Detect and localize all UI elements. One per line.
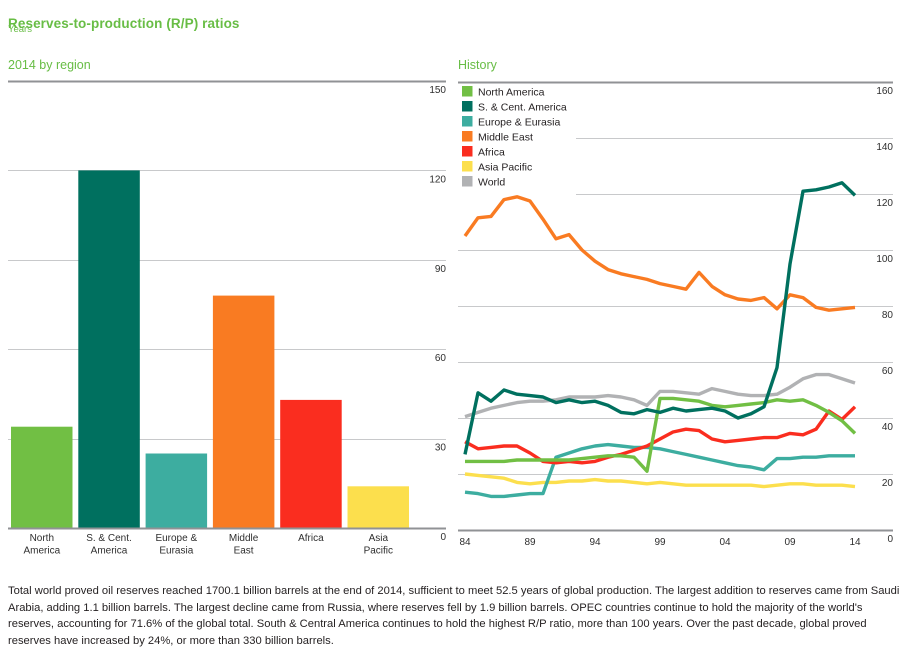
x-category-label-s-cent-america: S. & Cent. America <box>86 533 132 557</box>
y-tick-label: 120 <box>876 198 893 209</box>
legend-swatch-africa <box>462 146 473 157</box>
legend-label-middle-east: Middle East <box>478 132 533 144</box>
bar-europe-eurasia <box>145 453 208 528</box>
legend-label-asia-pacific: Asia Pacific <box>478 162 532 174</box>
x-category-label-line: S. & Cent. <box>86 533 132 544</box>
x-category-label-africa: Africa <box>298 533 324 544</box>
x-category-label-line: Africa <box>298 533 324 544</box>
x-tick-label: 09 <box>784 537 796 548</box>
y-tick-label: 40 <box>882 422 894 433</box>
line-chart-history: 160 140 120 100 80 60 40 20 0 84 89 94 99 04 09 14 North… <box>455 78 906 578</box>
legend-item-north-america: North America <box>462 86 545 99</box>
y-tick-label: 80 <box>882 310 894 321</box>
x-category-label-north-america: North America <box>23 533 60 557</box>
x-tick-label: 14 <box>849 537 861 548</box>
x-category-label-line: America <box>91 546 128 557</box>
x-tick-label: 84 <box>459 537 471 548</box>
line-middle-east <box>463 195 856 312</box>
page-subtitle: Years <box>8 24 32 35</box>
bar-africa <box>280 399 342 528</box>
x-tick-label: 99 <box>654 537 666 548</box>
line-chart-canvas: 160 140 120 100 80 60 40 20 0 84 89 94 99 04 09 14 North… <box>458 81 894 548</box>
x-tick-label: 89 <box>524 537 536 548</box>
line-s-cent-america <box>463 181 857 455</box>
page-title: Reserves-to-production (R/P) ratios <box>8 16 240 32</box>
x-category-label-europe-eurasia: Europe & Eurasia <box>155 533 197 557</box>
legend-swatch-europe-eurasia <box>462 116 473 127</box>
bar-north-america <box>11 426 73 528</box>
footer-commentary: Total world proved oil reserves reached … <box>8 585 900 647</box>
y-tick-label: 60 <box>435 353 447 364</box>
y-tick-label: 100 <box>876 254 893 265</box>
y-tick-label: 90 <box>435 264 447 275</box>
x-category-label-asia-pacific: Asia Pacific <box>364 533 393 557</box>
y-tick-label: 20 <box>882 478 894 489</box>
y-tick-label: 0 <box>440 532 446 543</box>
x-category-label-line: Eurasia <box>159 546 193 557</box>
legend: North America S. & Cent. America Europe & … <box>462 86 567 189</box>
legend-item-europe-eurasia: Europe & Eurasia <box>462 116 560 129</box>
x-category-label-line: East <box>234 546 254 557</box>
y-tick-label: 60 <box>882 366 894 377</box>
x-category-label-line: Asia <box>369 533 389 544</box>
y-tick-label: 0 <box>887 534 893 545</box>
bar-chart-canvas: 150 120 90 60 30 0 North America S. & Cent. Ameri… <box>8 80 447 557</box>
bar-chart-2014-by-region: 150 120 90 60 30 0 North America S. & Cent. Ameri… <box>8 78 452 578</box>
y-tick-label: 150 <box>429 85 446 96</box>
legend-item-middle-east: Middle East <box>462 131 533 144</box>
y-tick-label: 140 <box>876 142 893 153</box>
line-africa <box>464 405 857 465</box>
legend-swatch-world <box>462 176 473 187</box>
legend-item-s-cent-america: S. & Cent. America <box>462 101 567 114</box>
x-category-label-line: Pacific <box>364 546 393 557</box>
y-tick-label: 120 <box>429 174 446 185</box>
bar-middle-east <box>212 295 275 528</box>
legend-label-europe-eurasia: Europe & Eurasia <box>478 117 560 129</box>
x-tick-label: 04 <box>719 537 731 548</box>
legend-label-s-cent-america: S. & Cent. America <box>478 102 567 114</box>
line-asia-pacific <box>464 472 856 489</box>
legend-label-north-america: North America <box>478 87 545 99</box>
bar-asia-pacific <box>347 486 409 528</box>
legend-label-africa: Africa <box>478 147 505 159</box>
y-tick-label: 30 <box>435 443 447 454</box>
x-category-label-line: America <box>23 546 60 557</box>
section-title-history: History <box>458 58 497 72</box>
legend-item-africa: Africa <box>462 146 505 159</box>
bar-s-cent-america <box>78 170 140 528</box>
legend-swatch-middle-east <box>462 131 473 142</box>
line-europe-eurasia <box>464 442 855 499</box>
y-tick-label: 160 <box>876 86 893 97</box>
legend-item-world: World <box>462 176 505 189</box>
legend-swatch-s-cent-america <box>462 101 473 112</box>
legend-swatch-north-america <box>462 86 473 97</box>
section-title-2014-by-region: 2014 by region <box>8 58 91 72</box>
legend-label-world: World <box>478 177 505 189</box>
x-tick-label: 94 <box>589 537 601 548</box>
line-world <box>464 372 856 419</box>
legend-swatch-asia-pacific <box>462 161 473 172</box>
x-category-label-line: North <box>30 533 54 544</box>
x-category-label-line: Middle <box>229 533 259 544</box>
line-north-america <box>465 396 857 473</box>
x-category-label-line: Europe & <box>155 533 197 544</box>
legend-item-asia-pacific: Asia Pacific <box>462 161 532 174</box>
x-category-label-middle-east: Middle East <box>229 533 259 557</box>
